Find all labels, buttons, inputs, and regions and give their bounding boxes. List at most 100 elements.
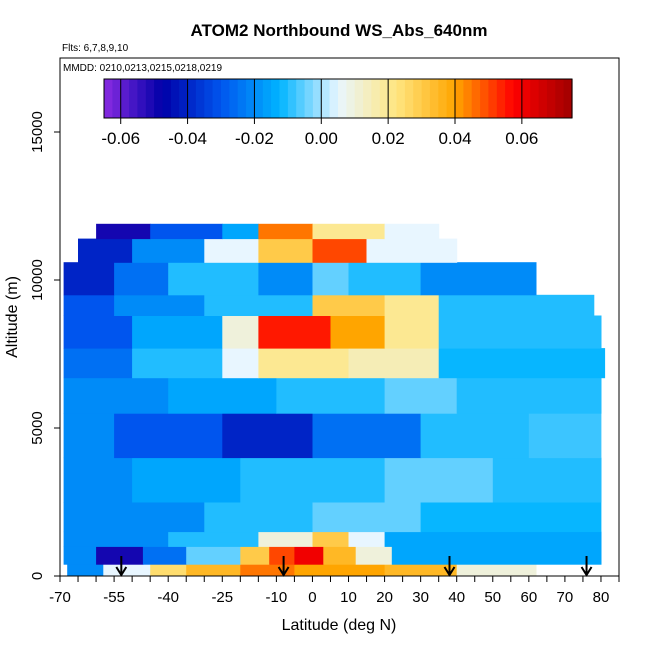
colorbar-swatch — [120, 79, 130, 118]
heatmap-cell — [438, 348, 606, 379]
colorbar-swatch — [154, 79, 164, 118]
colorbar-swatch — [279, 79, 289, 118]
colorbar-swatch — [463, 79, 473, 118]
heatmap-cell — [67, 564, 104, 577]
colorbar-swatch — [104, 79, 113, 118]
plot-frame — [59, 57, 620, 577]
heatmap-cell — [240, 457, 386, 503]
colorbar-frame — [103, 78, 573, 119]
heatmap-cell — [142, 546, 187, 565]
heatmap-cell — [269, 546, 295, 565]
colorbar-tick-label: -0.02 — [235, 129, 274, 148]
heatmap-cell — [63, 294, 115, 316]
heatmap-cell — [63, 546, 97, 565]
colorbar-swatch — [312, 79, 322, 118]
colorbar-swatch — [496, 79, 506, 118]
colorbar-swatch — [329, 79, 339, 118]
colorbar-swatch — [429, 79, 439, 118]
x-tick-label: -55 — [103, 589, 125, 606]
heatmap-cell — [420, 413, 530, 459]
colorbar-swatch — [179, 79, 189, 118]
y-tick-label: 5000 — [29, 411, 46, 444]
heatmap-cell — [63, 413, 115, 459]
colorbar-swatch — [480, 79, 490, 118]
heatmap-cell — [78, 238, 133, 263]
heatmap-cell — [258, 262, 313, 296]
heatmap-cell — [312, 223, 386, 240]
colorbar-swatch — [212, 79, 222, 118]
flight-marker-head — [115, 566, 128, 577]
heatmap-cell — [384, 564, 458, 577]
colorbar-swatch — [388, 79, 398, 118]
x-axis: -70 -55 -40 -25 -10 0 10 20 30 40 50 60 70 80 — [49, 576, 620, 606]
heatmap-cell — [186, 546, 241, 565]
x-tick-label: 40 — [448, 589, 465, 606]
heatmap-cell — [63, 377, 169, 414]
x-tick-label: -25 — [211, 589, 233, 606]
colorbar — [103, 78, 573, 119]
heatmap-cell — [312, 262, 350, 296]
y-tick-label: 10000 — [29, 259, 46, 301]
heatmap-cell — [330, 315, 386, 349]
colorbar-swatch — [137, 79, 147, 118]
dates-label: MMDD: 0210,0213,0215,0218,0219 — [63, 63, 222, 74]
x-tick-label: 10 — [340, 589, 357, 606]
heatmap-cell — [132, 348, 223, 379]
colorbar-swatch — [338, 79, 347, 118]
y-axis: 0 5000 10000 15000 — [29, 111, 60, 580]
heatmap-cell — [294, 546, 324, 565]
heatmap-cell — [103, 564, 151, 577]
colorbar-swatch — [271, 79, 281, 118]
heatmap-cell — [240, 546, 270, 565]
heatmap-cell — [384, 315, 440, 349]
heatmap-area — [63, 223, 606, 577]
colorbar-swatch — [346, 79, 356, 118]
heatmap-cell — [258, 223, 313, 240]
x-tick-label: 80 — [593, 589, 610, 606]
heatmap-cell — [204, 502, 313, 533]
x-tick-label: 30 — [412, 589, 429, 606]
colorbar-tick-label: -0.06 — [101, 129, 140, 148]
heatmap-cell — [63, 457, 133, 503]
colorbar-tick-label: 0.06 — [505, 129, 538, 148]
colorbar-swatch — [505, 79, 515, 118]
heatmap-cell — [222, 315, 259, 349]
heatmap-cell — [348, 531, 386, 547]
flight-marker-head — [580, 566, 593, 577]
heatmap-cell — [258, 531, 313, 547]
heatmap-cell — [276, 377, 386, 414]
flight-marker-head — [443, 566, 456, 577]
colorbar-swatch — [421, 79, 431, 118]
heatmap-cell — [323, 546, 357, 565]
x-tick-label: 20 — [376, 589, 393, 606]
colorbar-swatch — [521, 79, 531, 118]
heatmap-cell — [132, 315, 223, 349]
heatmap-cell — [63, 348, 133, 379]
colorbar-swatch — [555, 79, 565, 118]
heatmap-cell — [312, 413, 422, 459]
heatmap-cell — [312, 531, 350, 547]
heatmap-cell — [438, 294, 595, 316]
heatmap-cell — [312, 238, 368, 263]
heatmap-cell — [348, 262, 422, 296]
colorbar-swatch — [404, 79, 414, 118]
colorbar-swatch — [195, 79, 205, 118]
colorbar-swatch — [145, 79, 155, 118]
heatmap-cell — [114, 262, 169, 296]
heatmap-cell — [222, 348, 259, 379]
heatmap-cell — [204, 238, 259, 263]
colorbar-swatch — [446, 79, 456, 118]
colorbar-swatch — [229, 79, 239, 118]
heatmap-cell — [63, 262, 115, 296]
heatmap-cell — [114, 294, 205, 316]
chart-title: ATOM2 Northbound WS_Abs_640nm — [191, 21, 488, 40]
colorbar-swatch — [471, 79, 481, 118]
heatmap-cell — [204, 294, 313, 316]
heatmap-cell — [456, 564, 537, 577]
heatmap-cell — [258, 315, 331, 349]
heatmap-cell — [63, 502, 205, 533]
x-tick-label: -70 — [49, 589, 71, 606]
colorbar-swatch — [262, 79, 272, 118]
heatmap-cell — [456, 377, 602, 414]
colorbar-swatch — [237, 79, 247, 118]
